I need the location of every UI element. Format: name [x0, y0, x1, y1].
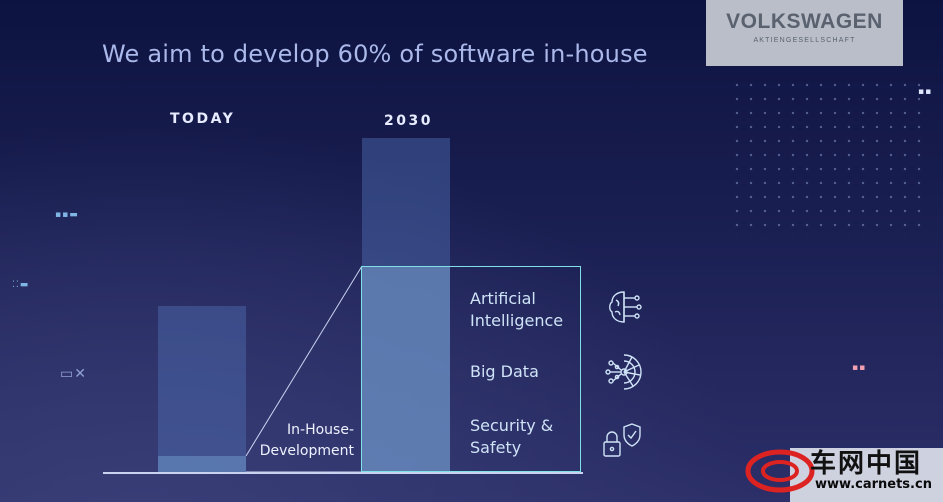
logo-sub-text: AKTIENGESELLSCHAFT — [753, 37, 856, 44]
bar-today-total — [158, 306, 246, 472]
watermark-background — [790, 448, 943, 502]
data-node-icon — [603, 351, 645, 393]
decor-glyph: ▪▪ — [852, 363, 867, 373]
watermark-url: www.carnets.cn — [815, 477, 932, 492]
carnets-logo — [745, 449, 815, 493]
page-headline: We aim to develop 60% of software in-hou… — [102, 40, 648, 68]
category-ai-line1: Artificial — [470, 289, 536, 308]
decor-glyph: ⁚⁚▬ — [12, 280, 30, 290]
category-ai-line2: Intelligence — [470, 311, 564, 330]
chart-baseline — [103, 472, 583, 474]
decor-glyph: ▭✕ — [60, 366, 87, 382]
column-label-today: TODAY — [170, 111, 236, 127]
decor-glyph: ▪▪▬ — [55, 210, 79, 220]
category-big-data: Big Data — [470, 361, 539, 383]
column-label-2030: 2030 — [384, 113, 433, 129]
category-ai: Artificial Intelligence — [470, 288, 563, 332]
inhouse-highlight-box — [361, 266, 581, 472]
inhouse-development-label: In-House-Development — [259, 422, 354, 459]
category-security-line2: Safety — [470, 438, 522, 457]
bar-2030-inhouse — [362, 266, 450, 472]
volkswagen-logo: VOLKSWAGEN AKTIENGESELLSCHAFT — [706, 0, 903, 66]
connector-line-top — [245, 265, 363, 457]
dot-grid-decoration — [730, 78, 930, 238]
logo-main-text: VOLKSWAGEN — [726, 10, 883, 33]
category-security-line1: Security & — [470, 416, 554, 435]
decor-glyph: ▪▪ — [918, 87, 933, 97]
watermark-chinese-text: 车网中国 — [810, 449, 923, 479]
category-security: Security & Safety — [470, 415, 553, 459]
category-big-data-line1: Big Data — [470, 362, 539, 381]
bar-today-inhouse — [158, 456, 246, 472]
lock-shield-icon — [600, 420, 642, 462]
brain-circuit-icon — [603, 286, 645, 328]
